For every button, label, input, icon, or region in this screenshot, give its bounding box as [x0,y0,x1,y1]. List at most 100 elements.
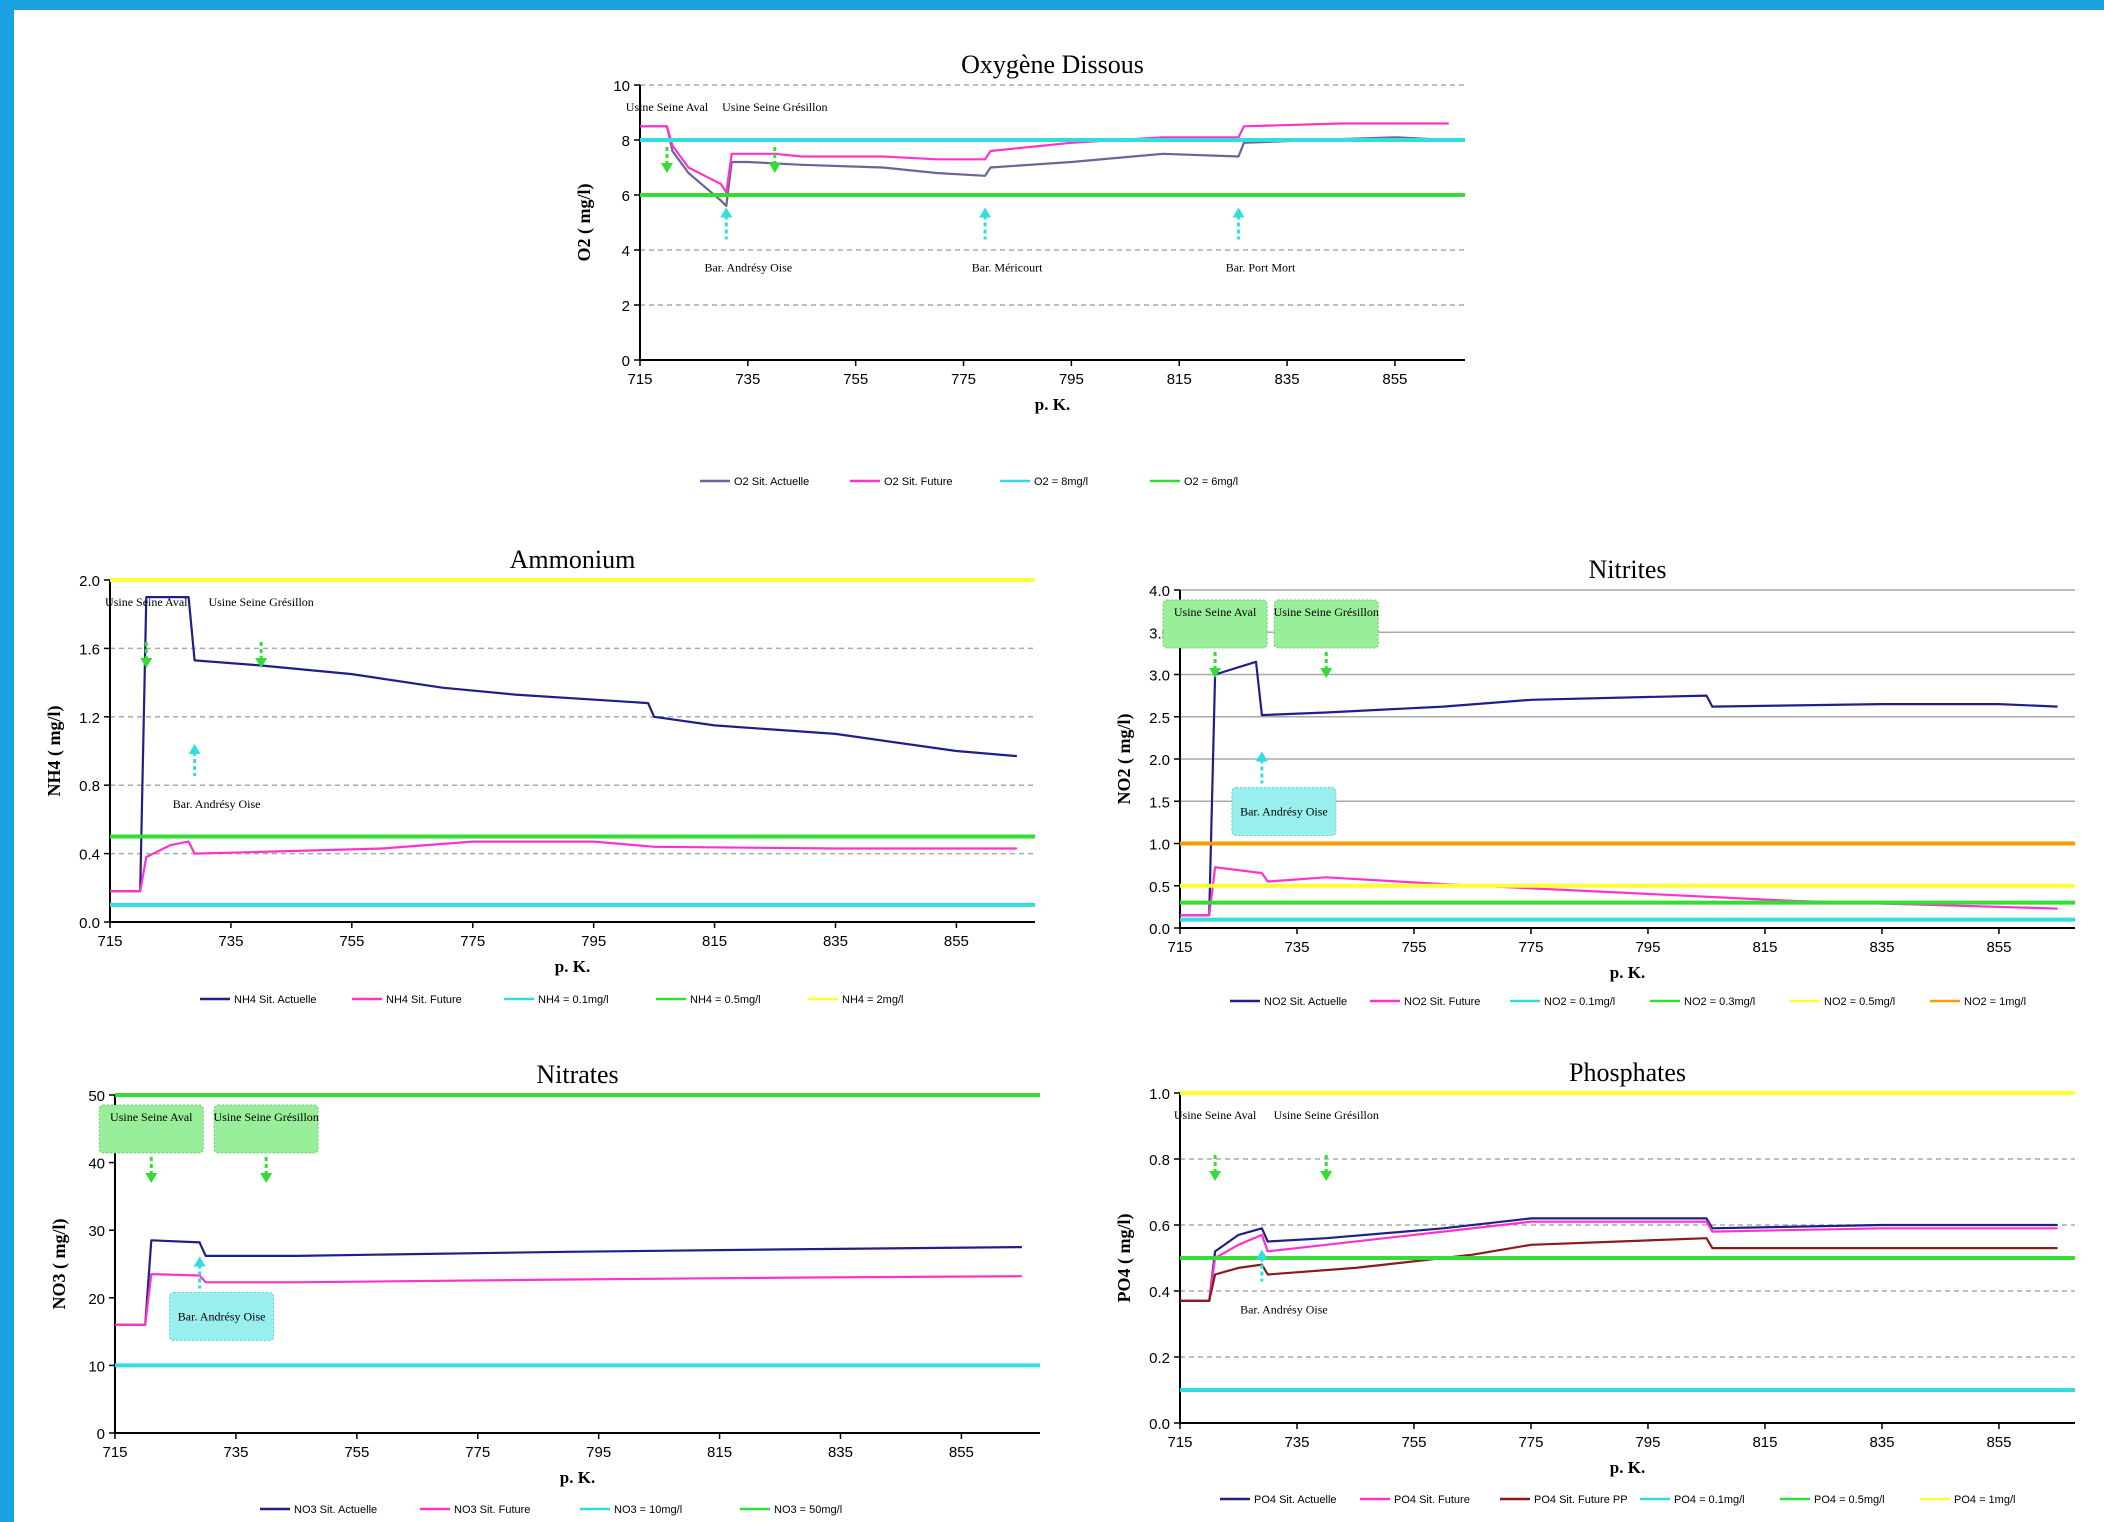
chart-ammonium: Ammonium 0.0 0.4 0.8 1.2 1.6 2.0 715 735 755 775 79… [44,545,1035,1006]
annotation-arrowhead [145,1173,158,1183]
x-tick-label: 775 [460,933,485,950]
annotation-label: Usine Seine Aval [1174,1108,1257,1122]
series-line-1 [640,122,1449,194]
x-tick-label: 855 [1986,1434,2011,1451]
y-tick-label: 40 [88,1156,105,1173]
y-tick-label: 2.0 [79,573,100,590]
chart-nitrites-panel: Nitrites 0.0 0.5 1.0 1.5 2.0 2.5 3.0 3.5 4.0 715 73… [1100,535,2100,1015]
annotation-box [1273,599,1379,649]
chart-oxygene: Oxygène Dissous 0 2 4 6 8 10 715 735 755 775 795 815… [574,50,1465,488]
legend-label: O2 = 6mg/l [1184,476,1238,488]
x-tick-label: 835 [1869,939,1894,956]
x-tick-label: 775 [1518,939,1543,956]
annotation-arrowhead [1232,207,1245,218]
annotation-box [213,1104,319,1154]
series-line-2 [1180,1237,2058,1302]
x-tick-label: 755 [339,933,364,950]
x-tick-label: 835 [1869,1434,1894,1451]
y-tick-label: 6 [622,188,630,205]
x-tick-label: 835 [823,933,848,950]
legend-label: PO4 = 0.5mg/l [1814,1494,1885,1506]
annotation-arrowhead [979,207,992,218]
x-tick-label: 835 [828,1444,853,1461]
y-tick-label: 4 [622,243,630,260]
annotation-label: Usine Seine Grésillon [208,595,313,609]
legend-label: NO2 = 0.1mg/l [1544,996,1615,1008]
legend-label: PO4 Sit. Future PP [1534,1494,1628,1506]
chart-phosphates-panel: Phosphates 0.0 0.2 0.4 0.6 0.8 1.0 715 735 755 775… [1100,1045,2100,1520]
legend-label: NO3 Sit. Future [454,1504,530,1516]
annotation-box [98,1104,204,1154]
x-tick-label: 795 [1635,939,1660,956]
annotation-arrowhead [1255,1249,1268,1260]
legend-label: NO3 = 50mg/l [774,1504,842,1516]
y-axis-label: NH4 ( mg/l) [44,706,65,797]
series-line-1 [110,840,1017,893]
annotation-label: Usine Seine Grésillon [1274,605,1379,619]
y-tick-label: 0.4 [79,847,100,864]
series-line-0 [110,595,1017,893]
x-tick-label: 815 [707,1444,732,1461]
y-tick-label: 0 [622,353,630,370]
x-tick-label: 855 [949,1444,974,1461]
annotation-label: Bar. Andrésy Oise [1240,1303,1328,1317]
annotation-label: Bar. Méricourt [972,261,1043,275]
chart-title: Phosphates [1569,1058,1686,1087]
annotation-label: Usine Seine Aval [105,595,188,609]
x-tick-label: 815 [1752,1434,1777,1451]
annotation-arrowhead [188,744,201,755]
x-axis-label: p. K. [1610,963,1645,982]
legend-label: PO4 Sit. Actuelle [1254,1494,1337,1506]
x-tick-label: 715 [102,1444,127,1461]
y-tick-label: 1.5 [1149,794,1170,811]
x-tick-label: 815 [1167,371,1192,388]
annotation-box [1162,599,1268,649]
legend-label: NH4 = 0.5mg/l [690,994,761,1006]
chart-title: Ammonium [510,545,636,574]
x-tick-label: 775 [951,371,976,388]
x-tick-label: 715 [97,933,122,950]
x-tick-label: 735 [735,371,760,388]
annotation-arrowhead [255,658,268,668]
legend-label: NO3 Sit. Actuelle [294,1504,377,1516]
annotation-arrowhead [1320,668,1333,678]
legend-label: PO4 = 0.1mg/l [1674,1494,1745,1506]
y-tick-label: 10 [613,78,630,95]
x-tick-label: 815 [702,933,727,950]
y-tick-label: 2.0 [1149,752,1170,769]
annotation-arrowhead [660,163,673,173]
x-tick-label: 735 [218,933,243,950]
series-line-0 [115,1239,1022,1326]
y-axis-label: PO4 ( mg/l) [1114,1214,1135,1303]
x-tick-label: 855 [1986,939,2011,956]
chart-title: Nitrates [536,1060,618,1089]
y-tick-label: 0.4 [1149,1284,1170,1301]
annotation-box [169,1292,275,1342]
legend-label: NH4 = 0.1mg/l [538,994,609,1006]
x-tick-label: 755 [1401,1434,1426,1451]
x-tick-label: 755 [843,371,868,388]
y-tick-label: 1.2 [79,710,100,727]
y-tick-label: 0.0 [1149,1416,1170,1433]
annotation-arrowhead [720,207,733,218]
legend-label: NO2 Sit. Actuelle [1264,996,1347,1008]
chart-nitrates: Nitrates 0 10 20 30 40 50 715 735 755 775 795 815 835… [49,1060,1040,1516]
x-tick-label: 775 [1518,1434,1543,1451]
x-axis-label: p. K. [560,1468,595,1487]
annotation-label: Bar. Port Mort [1226,261,1296,275]
legend-label: NO2 Sit. Future [1404,996,1480,1008]
y-tick-label: 0.0 [79,915,100,932]
annotation-label: Bar. Andrésy Oise [173,797,261,811]
series-line-1 [1180,866,2058,917]
annotation-arrowhead [193,1256,206,1267]
x-axis-label: p. K. [1610,1458,1645,1477]
annotation-label: Usine Seine Aval [626,100,709,114]
chart-phosphates: Phosphates 0.0 0.2 0.4 0.6 0.8 1.0 715 735 755 775… [1114,1058,2075,1506]
chart-oxygene-panel: Oxygène Dissous 0 2 4 6 8 10 715 735 755 775 795 815… [560,40,1580,510]
x-tick-label: 795 [581,933,606,950]
series-line-1 [1180,1220,2058,1302]
x-tick-label: 855 [944,933,969,950]
x-tick-label: 715 [627,371,652,388]
y-tick-label: 2.5 [1149,710,1170,727]
